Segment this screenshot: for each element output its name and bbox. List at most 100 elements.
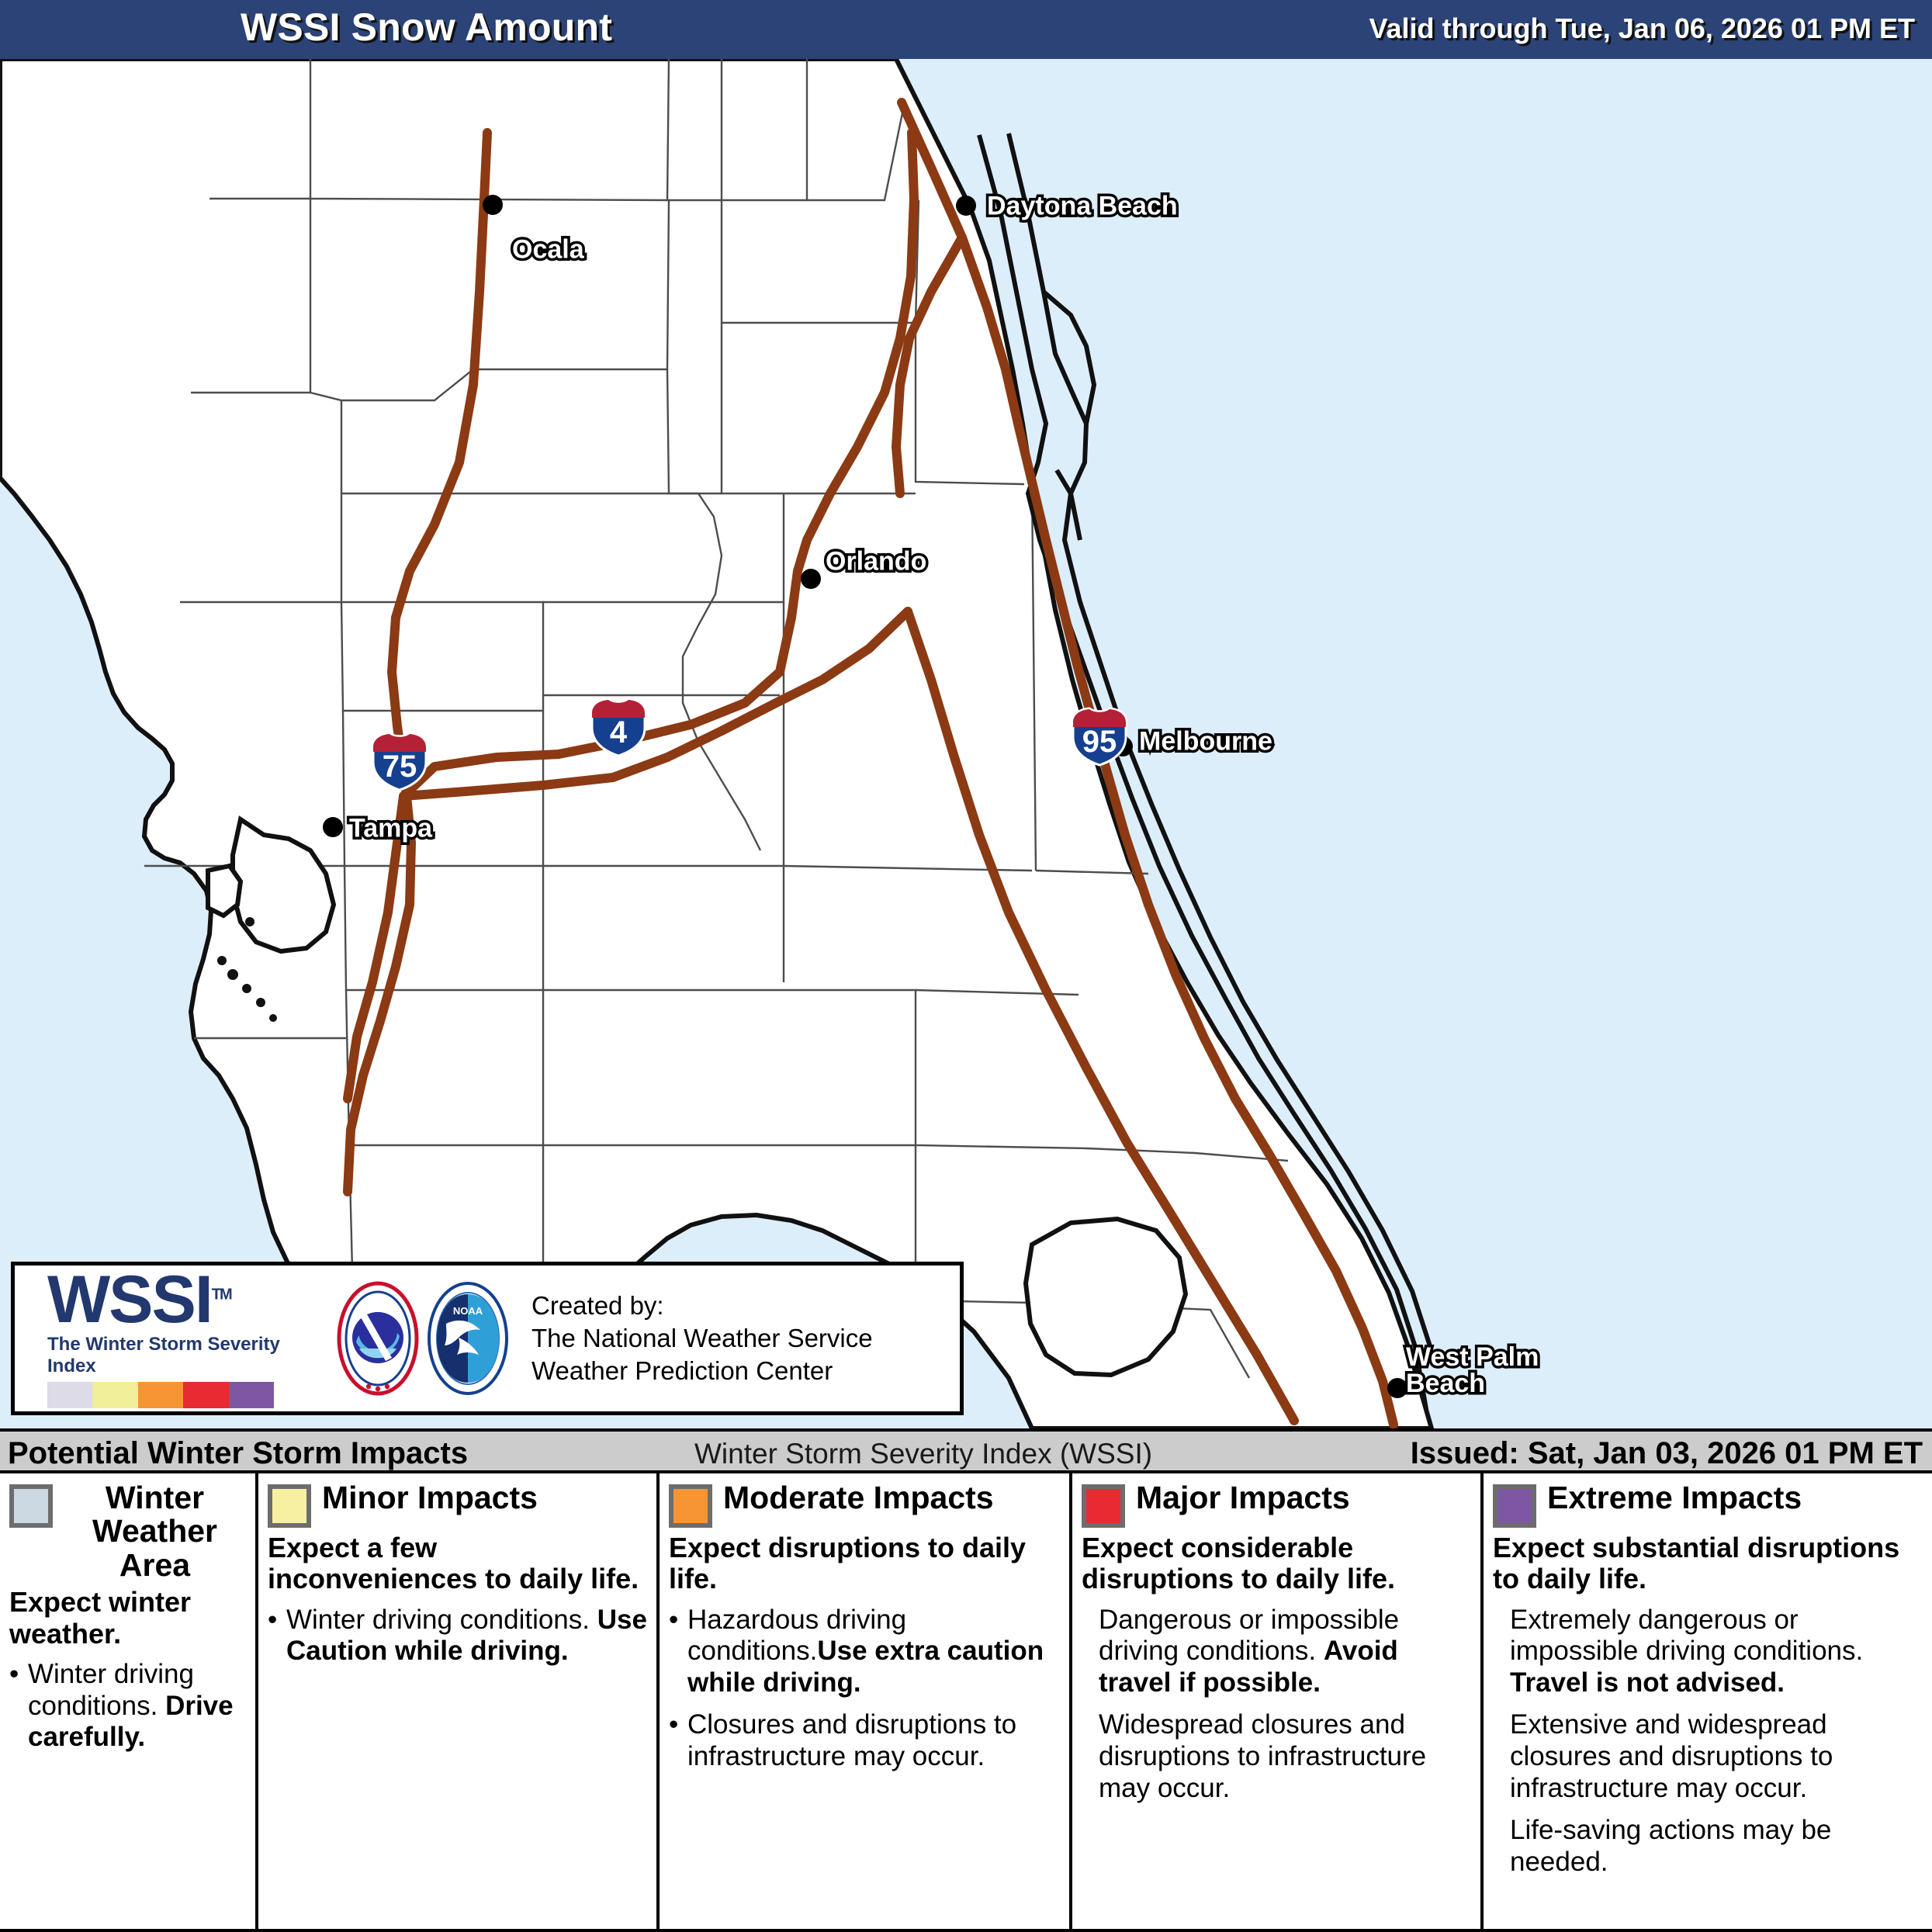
city-dot-west-palm-beach xyxy=(1387,1378,1407,1398)
svg-text:NOAA: NOAA xyxy=(453,1305,483,1317)
impact-legend: Winter Weather Area Expect winter weather. •… xyxy=(0,1473,1932,1932)
legend-bullet-item: •Dangerous or impossible driving conditi… xyxy=(1082,1605,1471,1699)
legend-bullet-list: • Winter driving conditions. Drive carefu… xyxy=(9,1659,246,1754)
legend-bullet-text: Winter driving conditions. Drive careful… xyxy=(28,1658,234,1753)
legend-column-extreme-impacts[interactable]: Extreme Impacts Expect substantial disrup… xyxy=(1484,1473,1932,1929)
island-chain xyxy=(217,917,277,1022)
ramp-swatch-major xyxy=(183,1381,229,1408)
legend-bullet-item: •Extensive and widespread closures and d… xyxy=(1493,1709,1923,1804)
city-dot-orlando xyxy=(801,569,821,589)
legend-color-swatch xyxy=(9,1484,53,1528)
interstate-routes xyxy=(343,98,1398,1428)
noaa-seal-icon: NOAA xyxy=(424,1280,511,1397)
legend-color-swatch xyxy=(1493,1484,1536,1528)
legend-bullet-list: • Hazardous driving conditions.Use extra … xyxy=(669,1605,1060,1773)
wssi-color-ramp xyxy=(47,1381,275,1408)
interstate-shield-number: 4 xyxy=(609,715,628,750)
valid-through-text: Valid through Tue, Jan 06, 2026 01 PM ET xyxy=(1369,12,1915,44)
interstate-shield-icon xyxy=(590,698,646,757)
map-geometry xyxy=(0,59,1435,1428)
legend-bullet-item: •Life-saving actions may be needed. xyxy=(1493,1815,1923,1878)
route-i95 xyxy=(897,98,1398,1428)
legend-title: Major Impacts xyxy=(1136,1480,1350,1515)
legend-bullet-text: Widespread closures and disruptions to i… xyxy=(1099,1709,1427,1803)
legend-title: Extreme Impacts xyxy=(1547,1480,1802,1515)
legend-summary: Expect winter weather. xyxy=(9,1586,192,1650)
legend-bullet-item: • Winter driving conditions. Use Caution … xyxy=(268,1605,647,1667)
page-title: WSSI Snow Amount xyxy=(241,5,613,49)
legend-header: Winter Weather Area xyxy=(9,1480,246,1583)
city-dot-daytona-beach xyxy=(956,196,976,216)
potential-impacts-label: Potential Winter Storm Impacts xyxy=(8,1436,469,1470)
legend-bullet-list: •Extremely dangerous or impossible drivi… xyxy=(1493,1605,1923,1878)
credit-line-1: Created by: xyxy=(531,1290,664,1320)
legend-bullet-text: Life-saving actions may be needed. xyxy=(1510,1815,1832,1877)
ramp-swatch-moderate xyxy=(137,1381,184,1408)
wssi-logo-wordmark: WSSITM xyxy=(47,1266,325,1333)
route-spur-daytona xyxy=(892,233,967,498)
bullet-dot-icon: • xyxy=(669,1709,679,1740)
route-i4 xyxy=(399,607,912,801)
route-spur-south xyxy=(903,607,1299,1425)
wssi-logo-subtitle: The Winter Storm Severity Index xyxy=(47,1333,280,1376)
gulf-coast-detail xyxy=(206,815,337,954)
interstate-shield-75: 75 xyxy=(371,731,428,791)
bullet-dot-icon: • xyxy=(9,1658,19,1689)
bullet-dot-icon: • xyxy=(669,1604,679,1635)
legend-column-minor-impacts[interactable]: Minor Impacts Expect a few inconveniences… xyxy=(258,1473,660,1929)
legend-title: Winter Weather Area xyxy=(92,1480,218,1583)
city-dot-tampa xyxy=(323,817,343,837)
legend-bullet-list: • Winter driving conditions. Use Caution … xyxy=(268,1605,647,1667)
legend-bullet-item: • Hazardous driving conditions.Use extra … xyxy=(669,1605,1060,1699)
barrier-islands xyxy=(977,133,1433,1410)
route-i75 xyxy=(343,128,492,1196)
wssi-trademark: TM xyxy=(211,1286,233,1304)
legend-bullet-text: Hazardous driving conditions.Use extra c… xyxy=(687,1604,1044,1698)
legend-header: Major Impacts xyxy=(1082,1480,1471,1528)
legend-bullet-text: Dangerous or impossible driving conditio… xyxy=(1099,1604,1400,1698)
legend-column-major-impacts[interactable]: Major Impacts Expect considerable disrupt… xyxy=(1072,1473,1484,1929)
legend-bullet-item: • Closures and disruptions to infrastruct… xyxy=(669,1709,1060,1772)
ramp-swatch-extreme xyxy=(228,1381,275,1408)
legend-summary: Expect a few inconveniences to daily lif… xyxy=(268,1532,639,1595)
national-weather-service-seal-icon xyxy=(334,1280,421,1397)
credit-text-block: Created by: The National Weather Service… xyxy=(531,1290,873,1388)
legend-title: Moderate Impacts xyxy=(723,1480,994,1515)
legend-bullet-text: Winter driving conditions. Use Caution w… xyxy=(286,1604,647,1667)
interstate-shield-95: 95 xyxy=(1071,706,1128,767)
legend-title: Minor Impacts xyxy=(322,1480,538,1515)
wssi-full-name-label: Winter Storm Severity Index (WSSI) xyxy=(694,1438,1153,1470)
ramp-swatch-minor xyxy=(92,1381,138,1408)
legend-color-swatch xyxy=(268,1484,311,1528)
interstate-shield-number: 95 xyxy=(1082,725,1117,759)
interstate-shield-4: 4 xyxy=(590,697,647,757)
issued-timestamp: Issued: Sat, Jan 03, 2026 01 PM ET xyxy=(1410,1436,1923,1470)
county-boundaries xyxy=(144,59,1289,1379)
legend-bullet-text: Closures and disruptions to infrastructu… xyxy=(687,1709,1017,1771)
credit-line-3: Weather Prediction Center xyxy=(531,1356,833,1386)
interstate-shield-icon xyxy=(372,732,428,791)
legend-color-swatch xyxy=(669,1484,712,1528)
legend-column-winter-weather-area[interactable]: Winter Weather Area Expect winter weather. •… xyxy=(0,1473,258,1929)
wssi-credit-box: WSSITM The Winter Storm Severity Index xyxy=(11,1262,964,1415)
bullet-dot-icon: • xyxy=(268,1604,278,1635)
legend-summary: Expect substantial disruptions to daily … xyxy=(1493,1532,1900,1595)
legend-color-swatch xyxy=(1082,1484,1125,1528)
page-header: WSSI Snow Amount Valid through Tue, Jan … xyxy=(0,0,1932,61)
legend-bullet-item: •Widespread closures and disruptions to … xyxy=(1082,1709,1471,1804)
route-turnpike xyxy=(343,128,919,1103)
interstate-shield-number: 75 xyxy=(382,750,417,784)
wssi-logo-text: WSSI xyxy=(47,1262,213,1338)
interstate-shield-icon xyxy=(1072,707,1127,767)
map-canvas[interactable]: Ocala Daytona Beach Orlando Melbourne Ta… xyxy=(0,59,1932,1428)
ramp-swatch-winter-weather xyxy=(47,1381,93,1408)
legend-bullet-item: •Extremely dangerous or impossible drivi… xyxy=(1493,1605,1923,1699)
impacts-subheader-bar: Potential Winter Storm Impacts Winter St… xyxy=(0,1428,1932,1473)
legend-column-moderate-impacts[interactable]: Moderate Impacts Expect disruptions to da… xyxy=(660,1473,1072,1929)
city-dot-ocala xyxy=(483,195,503,215)
legend-header: Minor Impacts xyxy=(268,1480,647,1528)
legend-summary: Expect considerable disruptions to daily… xyxy=(1082,1532,1396,1595)
legend-bullet-text: Extensive and widespread closures and di… xyxy=(1510,1709,1833,1803)
legend-summary: Expect disruptions to daily life. xyxy=(669,1532,1027,1595)
